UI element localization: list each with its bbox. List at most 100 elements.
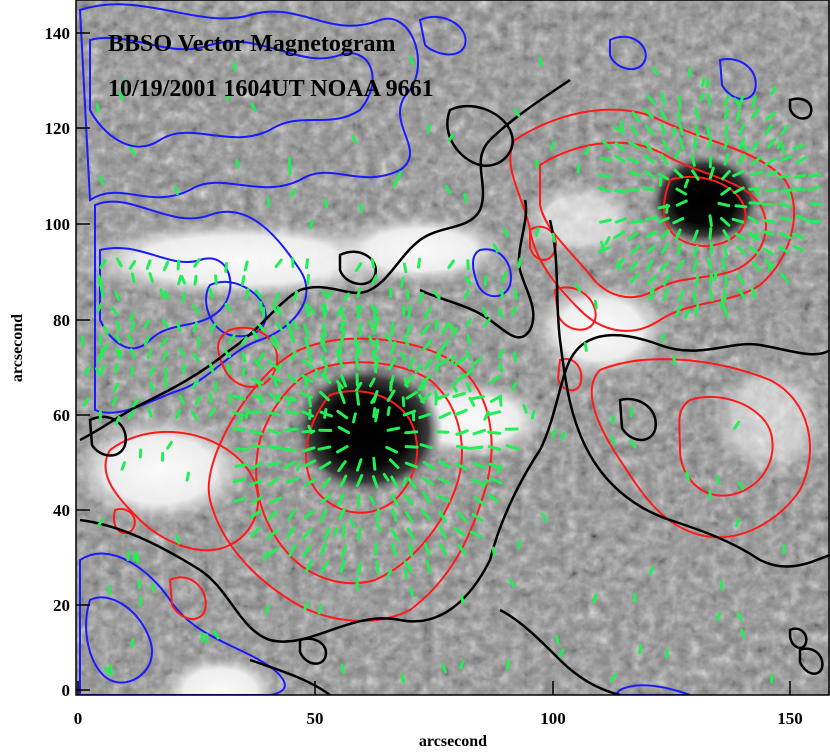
plot-frame [75,0,830,696]
field-vector [481,479,489,488]
field-vector [722,229,731,241]
field-vector [302,528,313,540]
field-vector [737,287,746,300]
field-vector [337,383,342,394]
field-vector [750,286,757,300]
field-vector [780,272,790,284]
field-vector [173,185,179,196]
field-vector [452,391,466,399]
field-vector [420,324,431,336]
field-vector [496,464,503,474]
field-vector [99,364,106,375]
y-tick-label: 120 [45,119,71,138]
field-vector [386,406,391,416]
field-vector [114,290,121,302]
field-vector [303,509,315,520]
field-vector [694,303,700,317]
field-vector [386,389,396,402]
field-vector [599,218,612,224]
field-vector [734,232,747,241]
field-vector [809,202,823,206]
field-vector [368,335,375,346]
field-vector [285,320,293,334]
field-vector [609,435,616,445]
field-vector [513,351,518,363]
field-vector [339,390,346,405]
field-vector [351,134,358,145]
field-vector [231,427,246,432]
field-vector [684,471,691,482]
field-vector [321,304,327,319]
field-vector [370,304,378,314]
field-vector [765,170,779,177]
field-vector [375,560,380,574]
field-vector [232,477,247,484]
field-vector [307,396,312,408]
field-vector [356,561,362,576]
field-vector [276,306,282,316]
field-vector [320,542,328,556]
field-vector [272,376,279,388]
field-vector [708,166,715,180]
x-axis-title: arcsecond [419,733,487,750]
field-vector [692,289,697,303]
field-vector [339,321,347,331]
field-vector [403,377,409,388]
field-vector [643,108,654,119]
field-vector [255,378,263,389]
field-vector [500,288,505,300]
field-vector [178,394,186,405]
field-vector [736,245,747,256]
field-vector [505,444,520,451]
field-vector [95,103,100,113]
field-vector [792,187,806,192]
field-vector [469,445,484,450]
field-vector [373,542,379,557]
field-vector [374,315,380,326]
field-vector [491,546,496,557]
field-vector [374,338,379,353]
field-vector [657,216,670,224]
field-vector [795,156,807,165]
granulation-texture [76,0,830,695]
field-vector [115,320,121,332]
field-vector [645,244,657,254]
field-vector [257,323,266,333]
field-vector [150,583,156,593]
field-vector [778,202,792,209]
field-vector [488,375,501,385]
field-vector [692,229,699,242]
field-vector [510,305,518,316]
field-vector [483,318,491,328]
field-vector [320,560,329,574]
field-vector [643,154,655,164]
field-vector [208,362,215,374]
field-vector [513,288,519,300]
field-vector [323,527,331,541]
field-vector [307,352,313,363]
field-vector [780,155,793,162]
field-vector [130,321,136,333]
field-vector [731,217,745,224]
field-vector [762,247,775,256]
field-vector [303,377,309,389]
field-vector [320,333,326,344]
field-vector [407,304,412,319]
field-vector [107,585,112,595]
field-vector [450,382,458,393]
field-vector [249,479,263,486]
field-vector [420,508,431,520]
field-vector [551,232,556,243]
field-vector [266,529,279,540]
field-vector [613,125,625,134]
field-vector [517,539,521,550]
field-vector [487,430,502,435]
field-vector [323,408,328,419]
figure-title-line1: BBSO Vector Magnetogram [108,31,396,57]
field-vector [692,259,699,272]
field-vector [405,323,412,337]
field-vector [423,542,431,556]
field-vector [336,445,349,454]
field-vector [440,339,450,351]
field-vector [175,534,181,545]
